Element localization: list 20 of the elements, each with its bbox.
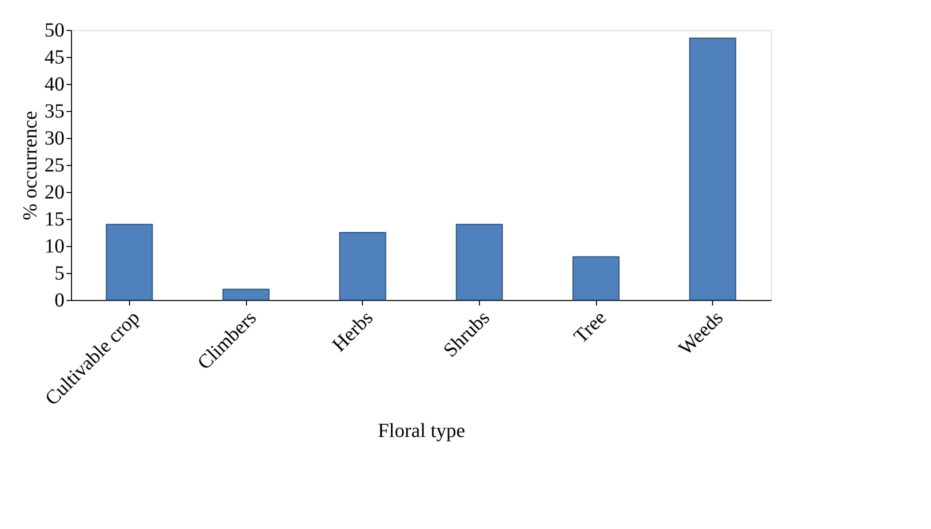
x-tick-label: Tree (570, 306, 611, 348)
y-tick-label: 25 (44, 154, 64, 176)
y-tick-label: 40 (44, 74, 64, 96)
y-tick-label: 15 (44, 208, 64, 230)
x-axis-title: Floral type (378, 420, 466, 442)
y-tick-label: 30 (44, 128, 64, 150)
y-tick-label: 0 (54, 290, 64, 312)
y-tick-label: 10 (44, 236, 64, 258)
y-tick-label: 20 (44, 182, 64, 204)
y-axis-title: % occurrence (20, 110, 42, 220)
y-tick-label: 45 (44, 46, 64, 68)
bar (689, 38, 736, 300)
bar (456, 224, 503, 300)
bar (339, 232, 386, 300)
y-tick-label: 50 (44, 20, 64, 42)
y-tick-label: 5 (54, 262, 64, 284)
bar (572, 256, 620, 300)
y-tick-label: 35 (44, 100, 64, 122)
bar (222, 288, 270, 300)
bar (106, 224, 153, 300)
